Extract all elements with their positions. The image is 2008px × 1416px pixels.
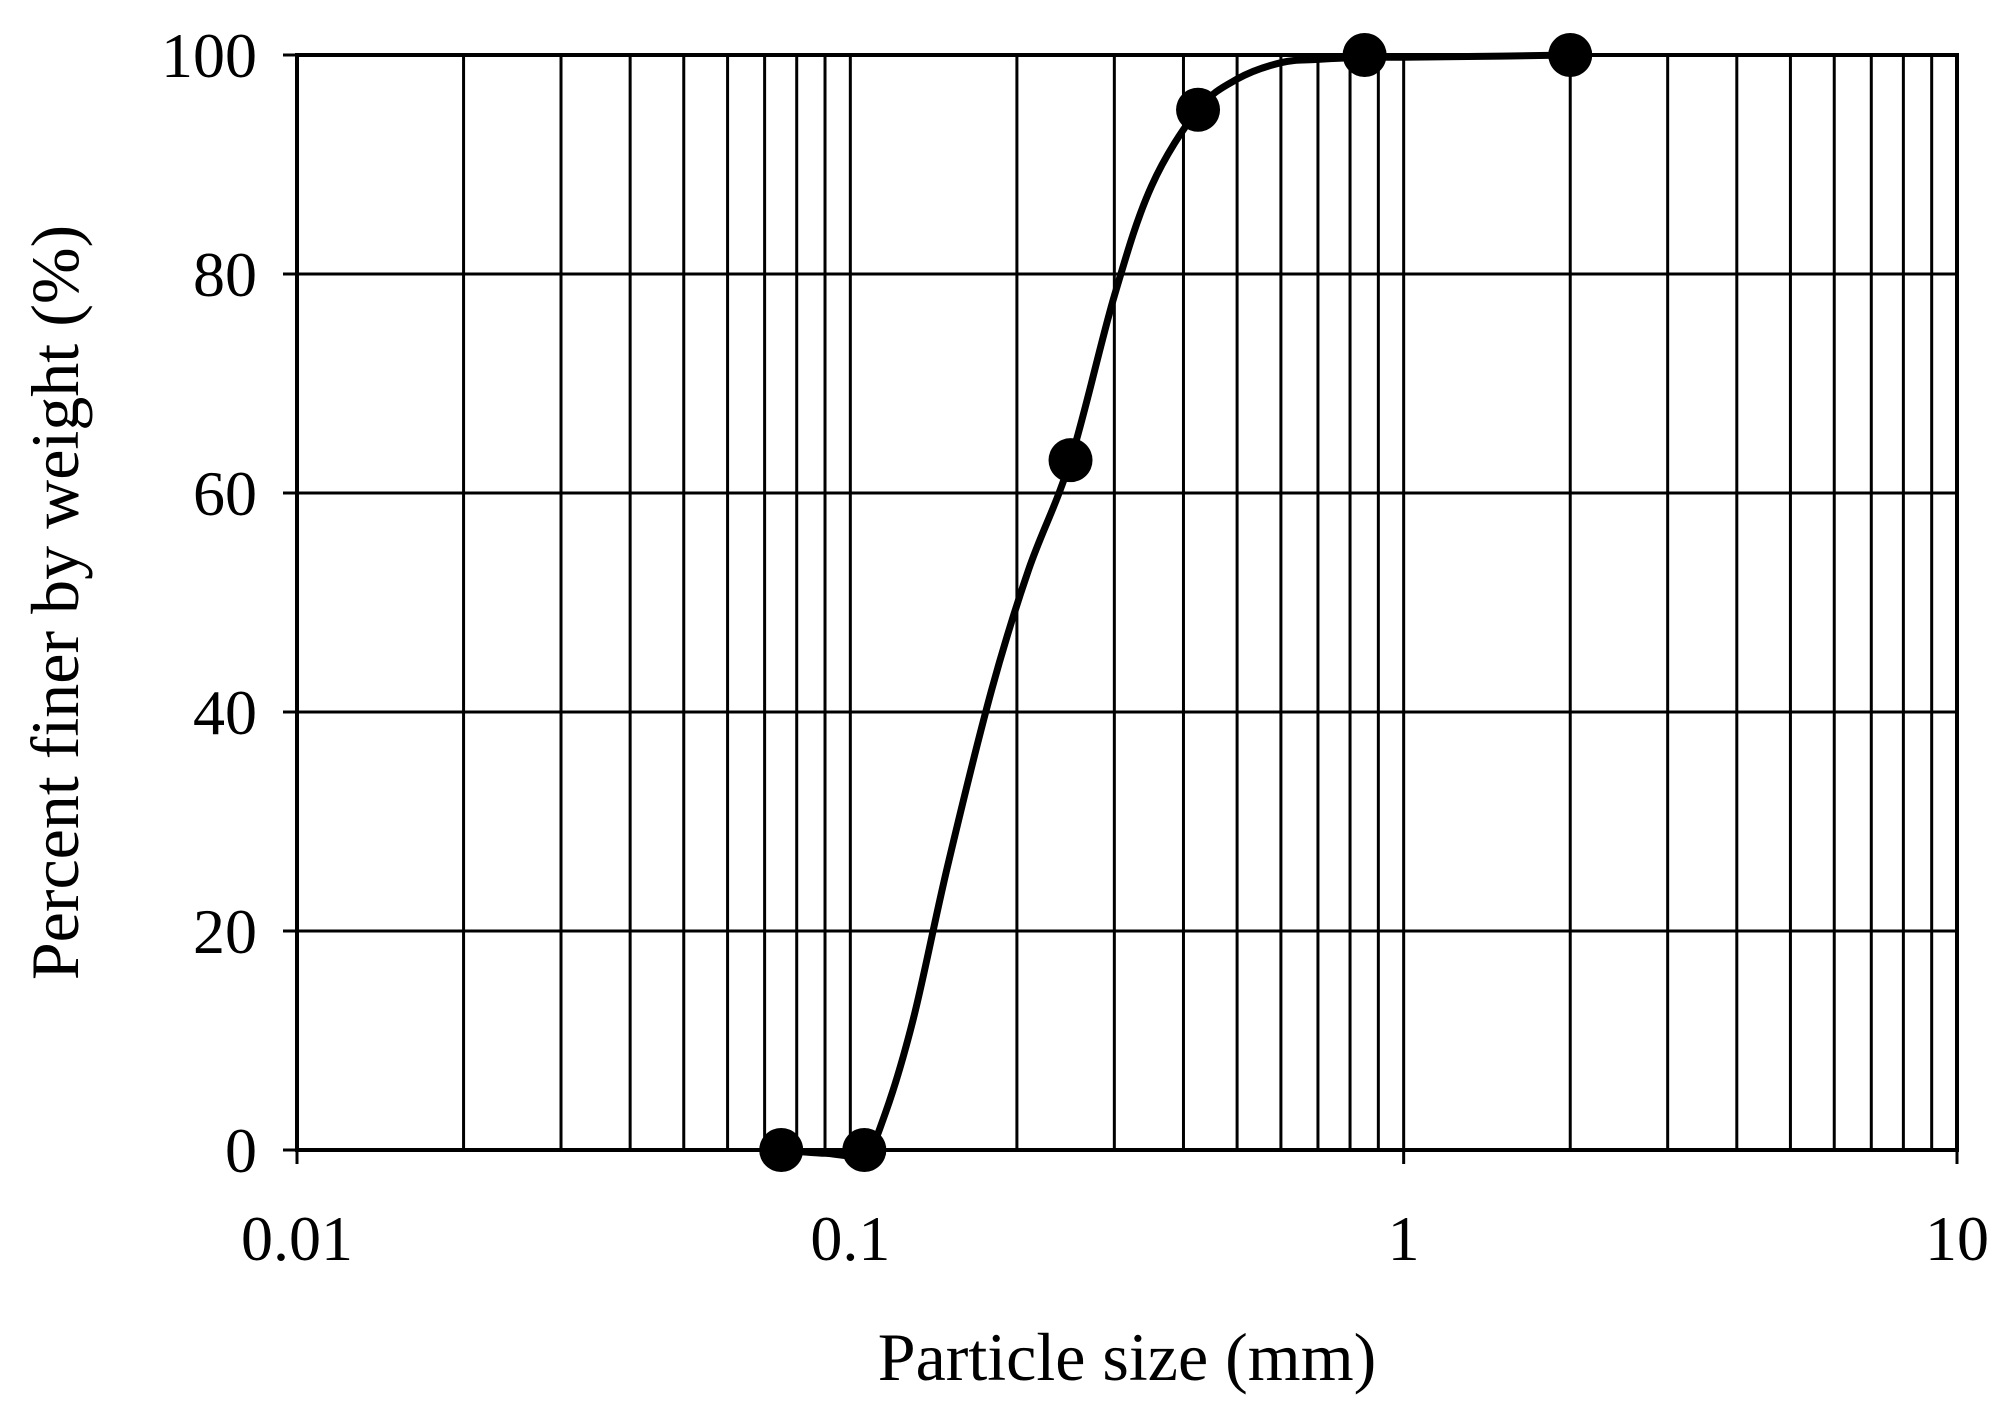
data-point	[759, 1128, 804, 1172]
plot-frame	[295, 53, 1959, 1152]
y-tick-labels: 0 20 40 60 80 100	[161, 20, 257, 1186]
data-point	[1548, 33, 1593, 77]
x-tick-label: 0.01	[241, 1203, 353, 1274]
data-point	[1176, 87, 1221, 132]
grid	[283, 53, 1959, 1164]
x-axis-title: Particle size (mm)	[878, 1319, 1376, 1395]
fitted-curve	[777, 51, 1574, 1160]
y-axis-title: Percent finer by weight (%)	[17, 225, 93, 980]
y-tick-label: 40	[193, 677, 257, 748]
x-tick-label: 10	[1925, 1203, 1989, 1274]
x-tick-labels: 0.01 0.1 1 10	[241, 1203, 1989, 1274]
data-point	[842, 1128, 887, 1172]
y-tick-label: 100	[161, 20, 257, 91]
gradation-curve	[777, 51, 1574, 1160]
x-tick-label: 0.1	[810, 1203, 890, 1274]
y-tick-label: 0	[225, 1115, 257, 1186]
data-points	[759, 33, 1593, 1172]
x-tick-label: 1	[1388, 1203, 1420, 1274]
data-point	[1048, 438, 1093, 483]
y-tick-label: 20	[193, 896, 257, 967]
y-tick-label: 80	[193, 239, 257, 310]
plot-border	[295, 53, 1959, 1152]
y-tick-label: 60	[193, 458, 257, 529]
data-point	[1342, 33, 1387, 77]
